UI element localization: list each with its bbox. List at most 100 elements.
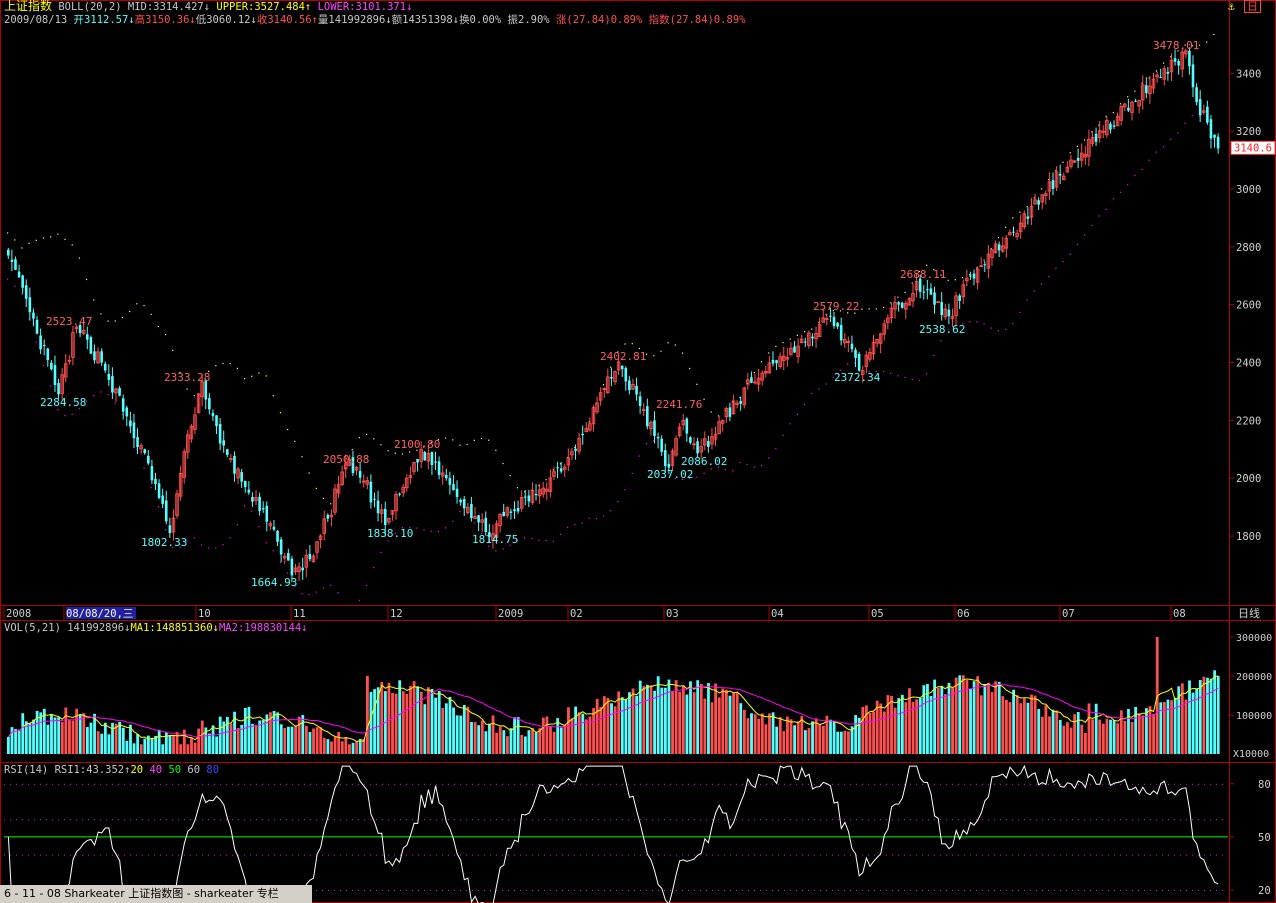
volume-bar xyxy=(93,713,96,754)
rsi-grid-dot xyxy=(496,854,497,856)
lower-band-dot xyxy=(940,340,942,342)
rsi-grid-dot xyxy=(748,890,749,891)
lower-band-dot xyxy=(21,293,23,295)
candle-body xyxy=(186,434,190,453)
price-annotation: 2037.02 xyxy=(647,468,693,481)
volume-bar xyxy=(721,688,725,754)
lower-band-dot xyxy=(854,362,856,364)
rsi-grid-dot xyxy=(706,854,707,856)
rsi-grid-dot xyxy=(1168,819,1169,821)
candle-body xyxy=(803,341,807,343)
volume-bar xyxy=(28,722,32,754)
rsi-grid-dot xyxy=(688,783,689,785)
rsi-grid-dot xyxy=(778,819,779,821)
rsi-grid-dot xyxy=(568,783,569,785)
anchor-icon[interactable]: ⚓ xyxy=(1228,0,1235,13)
candle-body xyxy=(369,481,373,503)
rsi-grid-dot xyxy=(1018,819,1019,821)
candle-body xyxy=(965,277,969,282)
lower-band-dot xyxy=(1155,151,1157,153)
candle-body xyxy=(811,336,814,339)
lower-band-dot xyxy=(1019,311,1021,313)
upper-band-dot xyxy=(538,485,540,487)
volume-bar xyxy=(193,742,197,754)
rsi-grid-dot xyxy=(124,783,125,785)
volume-bar xyxy=(1094,703,1098,754)
candle-body xyxy=(610,377,613,379)
lower-band-dot xyxy=(933,354,935,356)
rsi-grid-dot xyxy=(988,819,989,821)
volume-bar xyxy=(610,703,613,754)
upper-band-dot xyxy=(574,446,576,449)
upper-band-dot xyxy=(294,440,296,443)
rsi-grid-dot xyxy=(550,890,551,891)
upper-band-dot xyxy=(811,328,813,330)
volume-bar xyxy=(190,737,193,754)
volume-bar xyxy=(1051,709,1055,754)
volume-bar xyxy=(972,681,976,754)
rsi-grid-dot xyxy=(526,819,527,821)
rsi-grid-dot xyxy=(682,819,683,821)
candle-body xyxy=(696,441,699,454)
volume-bar xyxy=(448,696,452,754)
price-annotation: 2333.28 xyxy=(164,371,210,384)
candle-body xyxy=(570,451,574,456)
upper-band-dot xyxy=(897,296,899,298)
candle-body xyxy=(656,437,660,439)
candle-body xyxy=(484,517,488,532)
price-tick-label: 3400 xyxy=(1236,68,1261,80)
rsi-grid-dot xyxy=(916,819,917,821)
volume-bar xyxy=(915,699,919,754)
rsi-grid-dot xyxy=(1030,783,1031,785)
rsi-grid-dot xyxy=(598,819,599,821)
upper-band-dot xyxy=(732,401,734,403)
rsi-grid-dot xyxy=(10,783,11,785)
lower-band-dot xyxy=(236,524,238,526)
rsi-grid-dot xyxy=(664,890,665,891)
candle-body xyxy=(914,281,919,291)
lower-band-dot xyxy=(129,426,131,428)
rsi-grid-dot xyxy=(574,783,575,785)
upper-band-dot xyxy=(301,456,303,458)
rsi-grid-dot xyxy=(1204,819,1205,821)
upper-band-dot xyxy=(1177,50,1179,52)
rsi-grid-dot xyxy=(790,783,791,785)
rsi-grid-dot xyxy=(652,819,653,821)
rsi-grid-dot xyxy=(838,819,839,821)
period-button[interactable]: 日 xyxy=(1244,0,1261,13)
volume-bar xyxy=(491,715,495,754)
volume-bar xyxy=(502,730,506,754)
rsi-grid-dot xyxy=(1192,819,1193,821)
lower-band-dot xyxy=(1026,299,1028,301)
rsi-grid-dot xyxy=(418,783,419,785)
rsi-grid-dot xyxy=(808,890,809,891)
candle-body xyxy=(1151,78,1156,89)
candle-body xyxy=(21,275,24,288)
rsi-grid-dot xyxy=(1072,854,1073,856)
candle-body xyxy=(1180,51,1184,70)
volume-bar xyxy=(843,730,847,754)
rsi-grid-dot xyxy=(946,890,947,891)
current-price-box xyxy=(1230,140,1276,155)
volume-bar xyxy=(380,681,384,754)
lower-band-dot xyxy=(681,478,684,481)
rsi-grid-dot xyxy=(844,890,845,891)
volume-bar xyxy=(911,701,915,754)
volume-bar xyxy=(333,736,337,754)
rsi-grid-dot xyxy=(1090,783,1091,785)
lower-band-dot xyxy=(64,415,66,417)
candle-body xyxy=(1155,74,1159,78)
rsi-grid-dot xyxy=(724,854,725,856)
rsi-grid-dot xyxy=(388,783,389,785)
candle-body xyxy=(692,443,696,446)
rsi-grid-dot xyxy=(1210,783,1211,785)
rsi-grid-dot xyxy=(1150,854,1151,856)
rsi-grid-dot xyxy=(166,783,167,785)
rsi-grid-dot xyxy=(112,783,113,785)
rsi-grid-dot xyxy=(496,819,497,821)
lower-band-dot xyxy=(710,468,712,470)
candle-body xyxy=(781,355,786,362)
rsi-grid-dot xyxy=(52,854,53,856)
lower-band-dot xyxy=(1098,215,1100,217)
candle-body xyxy=(767,362,772,374)
